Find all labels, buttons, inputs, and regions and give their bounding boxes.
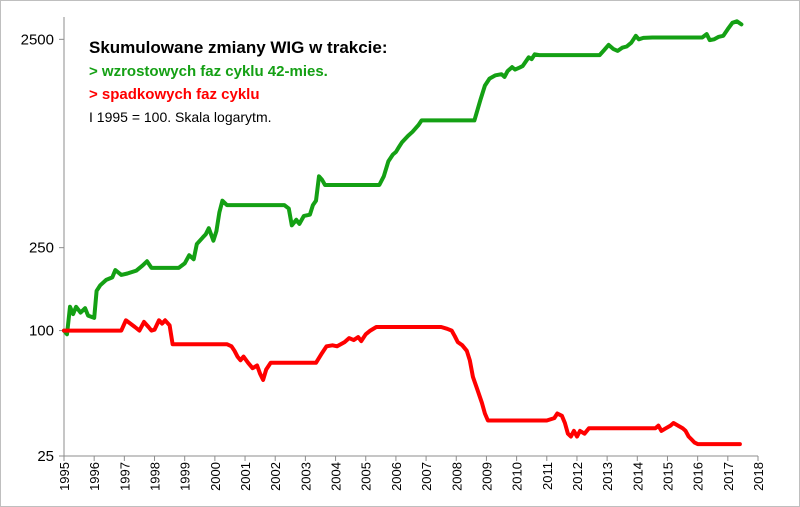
x-tick-label: 2015 bbox=[660, 462, 675, 491]
x-tick-label: 2005 bbox=[359, 462, 374, 491]
y-tick-labels: 25 100 250 2500 bbox=[21, 31, 54, 465]
y-tick-label: 25 bbox=[37, 448, 54, 465]
x-tick-label: 2007 bbox=[419, 462, 434, 491]
x-tick-label: 2009 bbox=[479, 462, 494, 491]
x-tick-label: 2012 bbox=[570, 462, 585, 491]
x-tick-label: 2002 bbox=[268, 462, 283, 491]
y-tick-label: 100 bbox=[29, 323, 54, 340]
x-tick-label: 1996 bbox=[87, 462, 102, 491]
y-tick-label: 250 bbox=[29, 240, 54, 257]
x-tick-label: 2018 bbox=[751, 462, 766, 491]
chart-note: I 1995 = 100. Skala logarytm. bbox=[89, 109, 272, 125]
x-tick-label: 1998 bbox=[148, 462, 163, 491]
x-tick-label: 2006 bbox=[389, 462, 404, 491]
x-tick-label: 2016 bbox=[691, 462, 706, 491]
x-tick-label: 2017 bbox=[721, 462, 736, 491]
chart-title: Skumulowane zmiany WIG w trakcie: bbox=[89, 38, 388, 57]
x-tick-label: 1997 bbox=[117, 462, 132, 491]
x-tick-label: 2000 bbox=[208, 462, 223, 491]
x-tick-label: 2001 bbox=[238, 462, 253, 491]
x-tick-label: 2014 bbox=[630, 462, 645, 491]
series-line-green bbox=[62, 19, 744, 337]
x-tick-label: 2008 bbox=[449, 462, 464, 491]
y-tick-label: 2500 bbox=[21, 31, 54, 48]
x-tick-label: 2004 bbox=[329, 462, 344, 491]
x-tick-label: 2011 bbox=[540, 462, 555, 490]
legend-entry-green: > wzrostowych faz cyklu 42-mies. bbox=[89, 63, 328, 80]
x-tick-label: 1995 bbox=[57, 462, 72, 491]
x-tick-label: 1999 bbox=[178, 462, 193, 491]
legend-entry-red: > spadkowych faz cyklu bbox=[89, 86, 260, 103]
x-tick-label: 2003 bbox=[298, 462, 313, 491]
chart-legend: Skumulowane zmiany WIG w trakcie: > wzro… bbox=[89, 38, 388, 125]
x-tick-label: 2013 bbox=[600, 462, 615, 491]
series-line-red bbox=[62, 318, 742, 447]
x-tick-label: 2010 bbox=[510, 462, 525, 491]
x-tick-labels: 1995 1996 1997 1998 1999 2000 2001 2002 2003 2004… bbox=[57, 462, 766, 491]
chart-series bbox=[62, 19, 744, 447]
